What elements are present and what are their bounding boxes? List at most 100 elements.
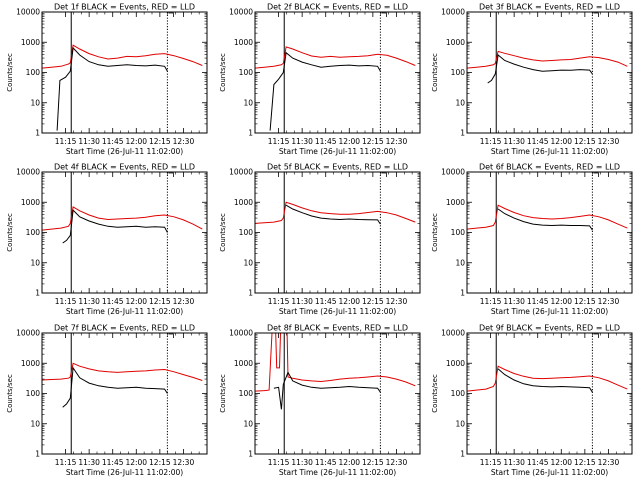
x-axis-label: Start Time (26-Jul-11 11:02:00) <box>279 147 396 156</box>
y-tick-label: 10000 <box>16 8 40 17</box>
x-tick-label: 12:00 <box>125 458 147 467</box>
x-tick-label: 12:30 <box>598 297 620 306</box>
y-axis-label: Counts/sec <box>219 213 227 252</box>
x-tick-label: 11:45 <box>315 137 337 146</box>
end-marker-flag <box>168 12 174 17</box>
y-axis-label: Counts/sec <box>6 213 14 252</box>
x-tick-label: 11:15 <box>268 297 290 306</box>
panel-8: Det 8f BLACK = Events, RED = LLD Counts/s… <box>219 324 421 477</box>
panel-6: Det 6f BLACK = Events, RED = LLD Counts/s… <box>431 163 633 316</box>
y-axis-label: Counts/sec <box>6 53 14 92</box>
y-tick-label: 1000 <box>446 198 465 207</box>
x-axis-label: Start Time (26-Jul-11 11:02:00) <box>279 468 396 477</box>
y-tick-label: 1000 <box>446 38 465 47</box>
panel-4: Det 4f BLACK = Events, RED = LLD Counts/s… <box>6 163 208 316</box>
lld-series-line <box>255 333 416 392</box>
x-axis-label: Start Time (26-Jul-11 11:02:00) <box>279 307 396 316</box>
lld-series-line <box>467 365 628 392</box>
panel-7: Det 7f BLACK = Events, RED = LLD Counts/s… <box>6 324 208 477</box>
panel-1: Det 1f BLACK = Events, RED = LLD Counts/s… <box>6 3 208 156</box>
end-marker-flag <box>168 172 174 177</box>
plot-frame <box>466 11 633 134</box>
x-tick-label: 12:30 <box>386 297 408 306</box>
x-tick-label: 11:45 <box>102 137 124 146</box>
y-tick-label: 100 <box>451 389 466 398</box>
x-axis-label: Start Time (26-Jul-11 11:02:00) <box>491 468 608 477</box>
x-tick-label: 12:15 <box>149 297 171 306</box>
y-tick-label: 100 <box>239 228 254 237</box>
y-axis-label: Counts/sec <box>431 374 439 413</box>
x-tick-label: 12:00 <box>125 297 147 306</box>
end-marker-flag <box>381 333 387 338</box>
x-tick-label: 12:15 <box>362 458 384 467</box>
x-tick-label: 12:30 <box>173 297 195 306</box>
events-series-line <box>273 371 381 410</box>
y-tick-label: 10000 <box>441 329 465 338</box>
y-tick-label: 1 <box>35 129 40 138</box>
x-tick-label: 11:45 <box>102 458 124 467</box>
x-tick-label: 11:15 <box>480 137 502 146</box>
y-tick-label: 1000 <box>21 38 40 47</box>
y-tick-label: 1 <box>35 450 40 459</box>
y-tick-label: 100 <box>26 389 41 398</box>
events-series-line <box>487 54 593 84</box>
y-tick-label: 10 <box>30 258 40 267</box>
y-tick-label: 100 <box>26 228 41 237</box>
x-tick-label: 11:15 <box>55 297 77 306</box>
x-tick-label: 12:15 <box>149 137 171 146</box>
x-tick-label: 11:30 <box>78 297 100 306</box>
y-tick-label: 10 <box>455 258 465 267</box>
end-marker-flag <box>593 172 599 177</box>
events-series-line <box>269 51 381 131</box>
y-tick-label: 10000 <box>229 168 253 177</box>
x-tick-label: 11:15 <box>268 458 290 467</box>
plot-frame <box>466 171 633 294</box>
events-series-line <box>62 209 168 244</box>
x-tick-label: 11:30 <box>291 458 313 467</box>
x-tick-label: 11:30 <box>291 137 313 146</box>
x-tick-label: 11:45 <box>527 137 549 146</box>
x-tick-label: 12:00 <box>125 137 147 146</box>
plot-frame <box>254 332 421 455</box>
x-axis-label: Start Time (26-Jul-11 11:02:00) <box>66 147 183 156</box>
panel-title: Det 8f BLACK = Events, RED = LLD <box>267 324 408 333</box>
y-tick-label: 1 <box>460 129 465 138</box>
end-marker-flag <box>168 333 174 338</box>
events-series-line <box>497 368 593 393</box>
x-tick-label: 12:30 <box>173 458 195 467</box>
y-tick-label: 1000 <box>234 359 253 368</box>
x-tick-label: 12:30 <box>386 458 408 467</box>
x-axis-label: Start Time (26-Jul-11 11:02:00) <box>66 468 183 477</box>
x-tick-label: 12:15 <box>362 137 384 146</box>
x-tick-label: 11:30 <box>78 458 100 467</box>
x-tick-label: 12:15 <box>574 137 596 146</box>
y-tick-label: 10000 <box>16 168 40 177</box>
x-tick-label: 12:00 <box>338 297 360 306</box>
panel-2: Det 2f BLACK = Events, RED = LLD Counts/s… <box>219 3 421 156</box>
y-tick-label: 1000 <box>234 198 253 207</box>
panel-title: Det 7f BLACK = Events, RED = LLD <box>54 324 195 333</box>
panel-title: Det 1f BLACK = Events, RED = LLD <box>54 3 195 12</box>
y-tick-label: 1 <box>248 450 253 459</box>
y-axis-label: Counts/sec <box>219 374 227 413</box>
plot-frame <box>41 11 208 134</box>
x-tick-label: 11:45 <box>527 458 549 467</box>
x-tick-label: 12:00 <box>550 137 572 146</box>
x-axis-label: Start Time (26-Jul-11 11:02:00) <box>491 147 608 156</box>
x-tick-label: 12:30 <box>598 458 620 467</box>
y-axis-label: Counts/sec <box>431 213 439 252</box>
y-tick-label: 10 <box>243 258 253 267</box>
panel-3: Det 3f BLACK = Events, RED = LLD Counts/s… <box>431 3 633 156</box>
y-tick-label: 100 <box>26 68 41 77</box>
x-tick-label: 12:00 <box>338 458 360 467</box>
plot-frame <box>254 11 421 134</box>
y-tick-label: 10000 <box>16 329 40 338</box>
x-tick-label: 12:30 <box>598 137 620 146</box>
x-tick-label: 12:00 <box>338 137 360 146</box>
y-tick-label: 10000 <box>229 8 253 17</box>
y-tick-label: 10000 <box>229 329 253 338</box>
x-tick-label: 11:30 <box>503 297 525 306</box>
panel-title: Det 3f BLACK = Events, RED = LLD <box>479 3 620 12</box>
x-axis-label: Start Time (26-Jul-11 11:02:00) <box>491 307 608 316</box>
y-tick-label: 1 <box>35 289 40 298</box>
